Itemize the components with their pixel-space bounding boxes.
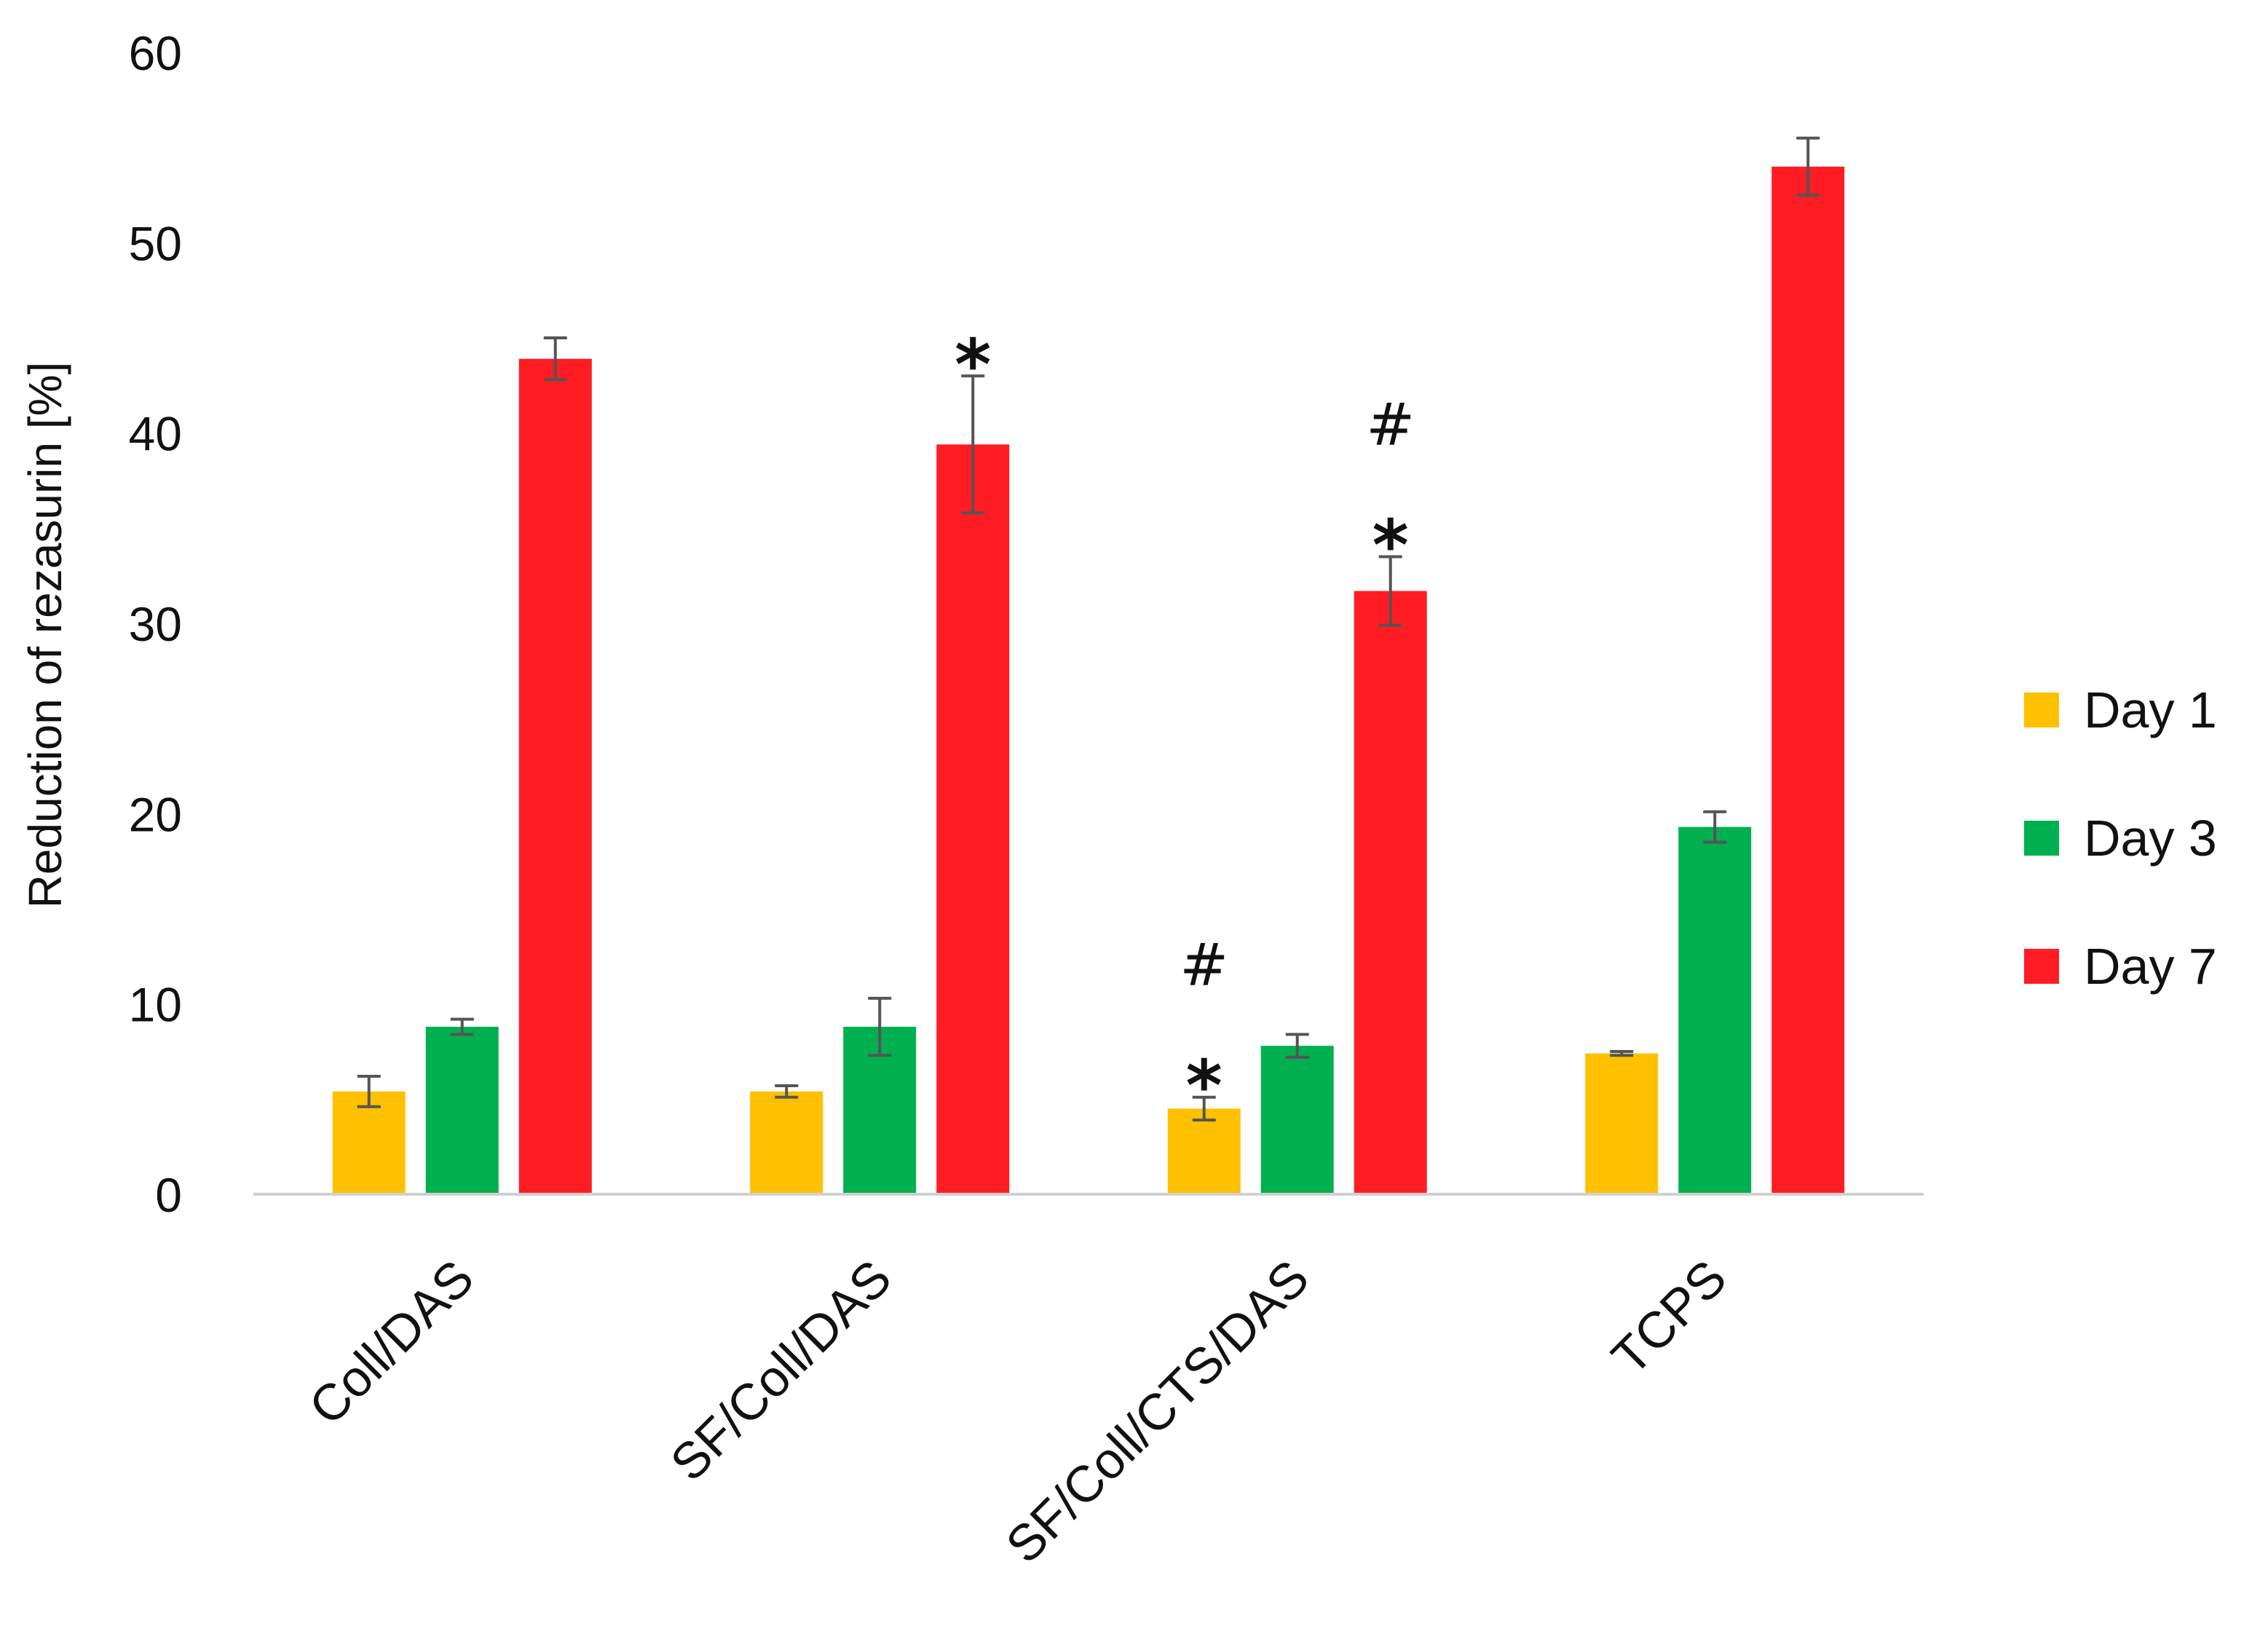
- y-tick-label: 30: [129, 597, 182, 651]
- significance-star: *: [955, 324, 991, 406]
- y-tick-label: 60: [129, 26, 182, 80]
- y-tick-label: 50: [129, 216, 182, 270]
- bar-sf-coll-das-day-1: [750, 1091, 823, 1194]
- y-tick-label: 0: [155, 1168, 182, 1222]
- bar-coll-das-day-7: [518, 358, 592, 1194]
- bar-coll-das-day-1: [332, 1091, 406, 1194]
- bar-sf-coll-das-day-7: [936, 444, 1010, 1194]
- x-axis-category-labels: Coll/DAS SF/Coll/DAS SF/Coll/CTS/DAS TCPS: [298, 1249, 1736, 1574]
- significance-annotations: * * # * #: [955, 324, 1415, 1127]
- significance-hash: #: [1180, 931, 1228, 999]
- bar-sf-coll-cts-das-day-3: [1260, 1046, 1334, 1194]
- bar-tcps-day-3: [1678, 827, 1752, 1194]
- y-tick-label: 40: [129, 407, 182, 461]
- bars: [332, 166, 1845, 1194]
- x-tick-label: TCPS: [1601, 1249, 1737, 1385]
- x-tick-label: SF/Coll/CTS/DAS: [995, 1249, 1320, 1574]
- y-tick-label: 10: [129, 978, 182, 1032]
- legend-label: Day 7: [2084, 938, 2217, 995]
- bar-sf-coll-cts-das-day-1: [1167, 1108, 1241, 1194]
- bar-sf-coll-cts-das-day-7: [1354, 591, 1427, 1194]
- legend-label: Day 1: [2084, 682, 2217, 738]
- legend-swatch: [2024, 949, 2059, 984]
- bar-tcps-day-7: [1771, 166, 1845, 1194]
- y-tick-label: 20: [129, 787, 182, 841]
- x-tick-label: Coll/DAS: [298, 1249, 484, 1435]
- bar-coll-das-day-3: [425, 1027, 499, 1194]
- legend: Day 1 Day 3 Day 7: [2024, 682, 2217, 995]
- legend-label: Day 3: [2084, 810, 2217, 867]
- x-tick-label: SF/Coll/DAS: [660, 1249, 902, 1491]
- legend-swatch: [2024, 821, 2059, 856]
- legend-swatch: [2024, 693, 2059, 727]
- significance-hash: #: [1366, 391, 1415, 459]
- y-axis-title: Reduction of rezasurin [%]: [19, 362, 71, 909]
- error-bars: [357, 136, 1820, 1122]
- y-axis-ticks: 0 10 20 30 40 50 60: [129, 26, 182, 1222]
- significance-star: *: [1186, 1046, 1222, 1127]
- significance-star: *: [1372, 505, 1409, 587]
- bar-tcps-day-1: [1585, 1053, 1659, 1194]
